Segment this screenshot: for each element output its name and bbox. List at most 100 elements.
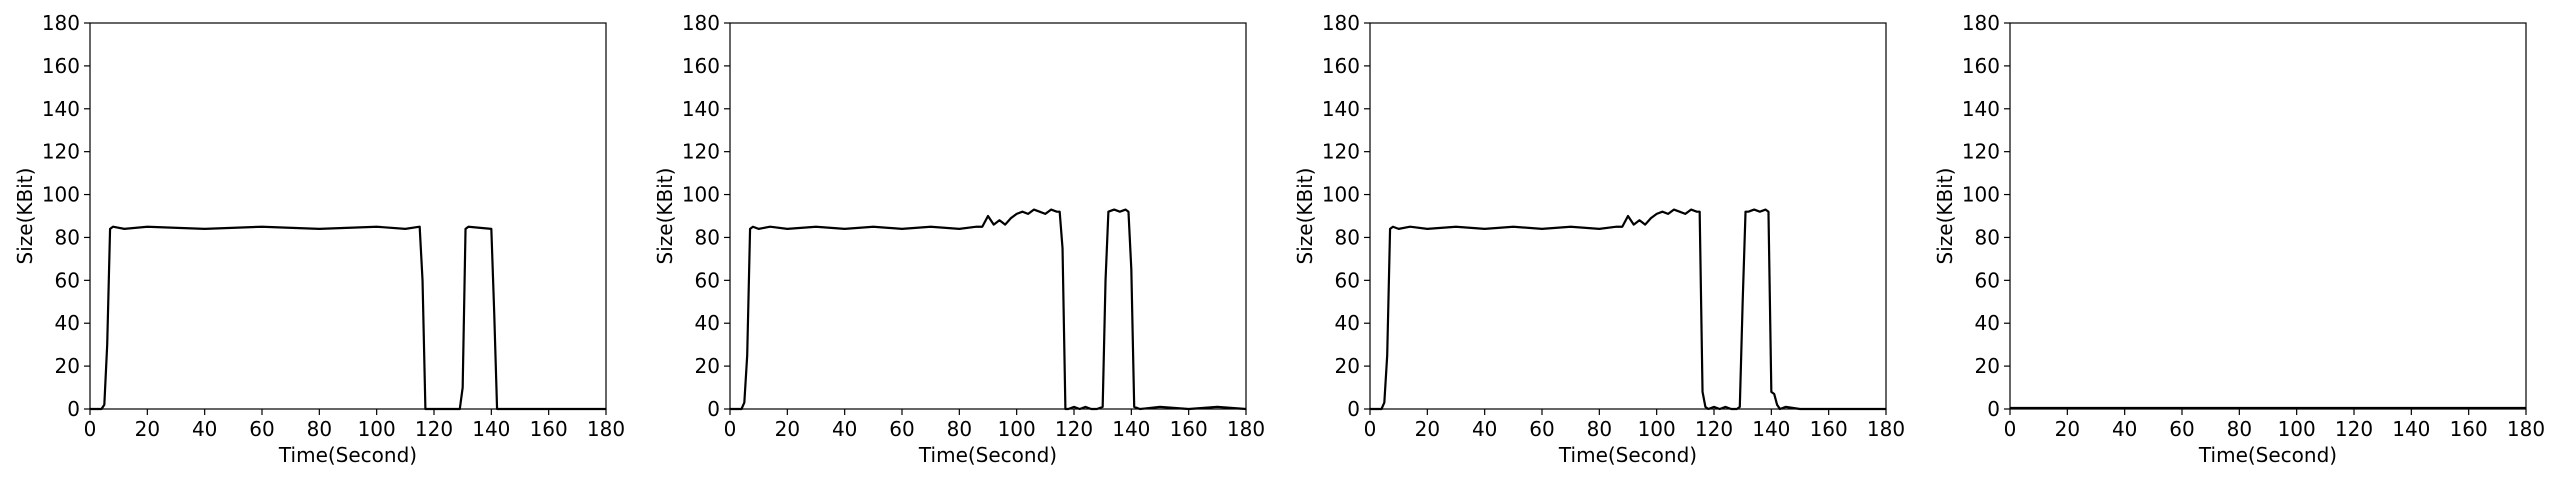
y-tick-label: 140 bbox=[682, 97, 720, 121]
x-tick-label: 0 bbox=[1364, 417, 1377, 441]
x-tick-label: 0 bbox=[84, 417, 97, 441]
plot-frame bbox=[729, 22, 1247, 410]
series-line-1 bbox=[730, 208, 1247, 411]
y-tick-label: 80 bbox=[695, 225, 720, 249]
x-tick-label: 180 bbox=[587, 417, 625, 441]
y-tick-label: 140 bbox=[42, 97, 80, 121]
y-tick-label: 0 bbox=[67, 397, 80, 421]
y-tick-label: 100 bbox=[42, 183, 80, 207]
chart-panel-2: 0 20 40 60 80 100 120 140 160 180 0 20 40 60 80 100 120 1… bbox=[653, 11, 1265, 467]
x-tick-label: 80 bbox=[947, 417, 972, 441]
x-tick-label: 180 bbox=[1227, 417, 1265, 441]
chart-panel-3: 0 20 40 60 80 100 120 140 160 180 0 20 40 60 80 100 120 1… bbox=[1293, 11, 1905, 467]
x-tick-label: 120 bbox=[1695, 417, 1733, 441]
series-line-1 bbox=[90, 225, 606, 411]
y-tick-label: 60 bbox=[695, 268, 720, 292]
y-tick-label: 80 bbox=[1975, 225, 2000, 249]
y-tick-label: 100 bbox=[1962, 183, 2000, 207]
x-tick-label: 20 bbox=[775, 417, 800, 441]
x-tick-label: 140 bbox=[1752, 417, 1790, 441]
x-tick-label: 160 bbox=[530, 417, 568, 441]
x-tick-label: 120 bbox=[2335, 417, 2373, 441]
x-tick-label: 20 bbox=[2055, 417, 2080, 441]
y-tick-label: 40 bbox=[1335, 311, 1360, 335]
x-tick-label: 160 bbox=[1810, 417, 1848, 441]
y-tick-label: 100 bbox=[682, 183, 720, 207]
x-tick-label: 140 bbox=[2392, 417, 2430, 441]
x-axis-label: Time(Second) bbox=[278, 443, 417, 467]
plot-frame bbox=[89, 22, 607, 410]
y-tick-label: 40 bbox=[695, 311, 720, 335]
y-axis-label: Size(KBit) bbox=[653, 168, 677, 265]
y-tick-label: 20 bbox=[1335, 354, 1360, 378]
y-tick-label: 160 bbox=[1322, 54, 1360, 78]
x-tick-label: 20 bbox=[1415, 417, 1440, 441]
y-tick-label: 60 bbox=[1975, 268, 2000, 292]
x-tick-label: 60 bbox=[1529, 417, 1554, 441]
x-tick-label: 100 bbox=[2278, 417, 2316, 441]
y-axis-label: Size(KBit) bbox=[13, 168, 37, 265]
x-tick-label: 0 bbox=[2004, 417, 2017, 441]
y-tick-label: 120 bbox=[682, 140, 720, 164]
y-tick-label: 0 bbox=[707, 397, 720, 421]
y-tick-label: 20 bbox=[695, 354, 720, 378]
y-tick-label: 0 bbox=[1987, 397, 2000, 421]
x-tick-label: 160 bbox=[1170, 417, 1208, 441]
y-tick-label: 60 bbox=[55, 268, 80, 292]
y-tick-label: 160 bbox=[1962, 54, 2000, 78]
x-tick-label: 140 bbox=[1112, 417, 1150, 441]
y-tick-label: 80 bbox=[1335, 225, 1360, 249]
x-tick-label: 80 bbox=[2227, 417, 2252, 441]
x-tick-label: 100 bbox=[358, 417, 396, 441]
x-tick-label: 100 bbox=[998, 417, 1036, 441]
series-line-1 bbox=[1370, 208, 1886, 411]
x-tick-label: 60 bbox=[889, 417, 914, 441]
x-tick-label: 100 bbox=[1638, 417, 1676, 441]
y-tick-label: 60 bbox=[1335, 268, 1360, 292]
x-tick-label: 120 bbox=[415, 417, 453, 441]
chart-panel-1: 0 20 40 60 80 100 120 140 160 180 0 20 40 60 80 100 120 1… bbox=[13, 11, 625, 467]
x-tick-label: 180 bbox=[2507, 417, 2545, 441]
x-tick-label: 160 bbox=[2450, 417, 2488, 441]
y-tick-label: 20 bbox=[1975, 354, 2000, 378]
y-tick-label: 180 bbox=[42, 11, 80, 35]
y-tick-label: 40 bbox=[55, 311, 80, 335]
x-tick-label: 60 bbox=[2169, 417, 2194, 441]
x-tick-label: 40 bbox=[2112, 417, 2137, 441]
y-tick-label: 100 bbox=[1322, 183, 1360, 207]
plot-frame bbox=[1369, 22, 1887, 410]
plot-frame bbox=[2009, 22, 2527, 410]
x-tick-label: 80 bbox=[307, 417, 332, 441]
chart-panel-4: 0 20 40 60 80 100 120 140 160 180 0 20 40 60 80 100 120 1… bbox=[1933, 11, 2545, 467]
x-tick-label: 140 bbox=[472, 417, 510, 441]
y-tick-label: 160 bbox=[42, 54, 80, 78]
x-tick-label: 60 bbox=[249, 417, 274, 441]
y-axis-label: Size(KBit) bbox=[1933, 168, 1957, 265]
x-tick-label: 120 bbox=[1055, 417, 1093, 441]
x-tick-label: 40 bbox=[832, 417, 857, 441]
y-tick-label: 120 bbox=[1322, 140, 1360, 164]
x-tick-label: 80 bbox=[1587, 417, 1612, 441]
y-tick-label: 180 bbox=[682, 11, 720, 35]
y-tick-label: 120 bbox=[1962, 140, 2000, 164]
x-axis-label: Time(Second) bbox=[918, 443, 1057, 467]
y-tick-label: 120 bbox=[42, 140, 80, 164]
y-tick-label: 140 bbox=[1962, 97, 2000, 121]
x-axis-label: Time(Second) bbox=[1558, 443, 1697, 467]
x-tick-label: 0 bbox=[724, 417, 737, 441]
x-tick-label: 20 bbox=[135, 417, 160, 441]
x-tick-label: 40 bbox=[1472, 417, 1497, 441]
y-tick-label: 180 bbox=[1322, 11, 1360, 35]
y-tick-label: 180 bbox=[1962, 11, 2000, 35]
y-tick-label: 140 bbox=[1322, 97, 1360, 121]
y-tick-label: 40 bbox=[1975, 311, 2000, 335]
x-tick-label: 40 bbox=[192, 417, 217, 441]
y-axis-label: Size(KBit) bbox=[1293, 168, 1317, 265]
x-axis-label: Time(Second) bbox=[2198, 443, 2337, 467]
y-tick-label: 0 bbox=[1347, 397, 1360, 421]
y-tick-label: 20 bbox=[55, 354, 80, 378]
x-tick-label: 180 bbox=[1867, 417, 1905, 441]
y-tick-label: 80 bbox=[55, 225, 80, 249]
y-tick-label: 160 bbox=[682, 54, 720, 78]
